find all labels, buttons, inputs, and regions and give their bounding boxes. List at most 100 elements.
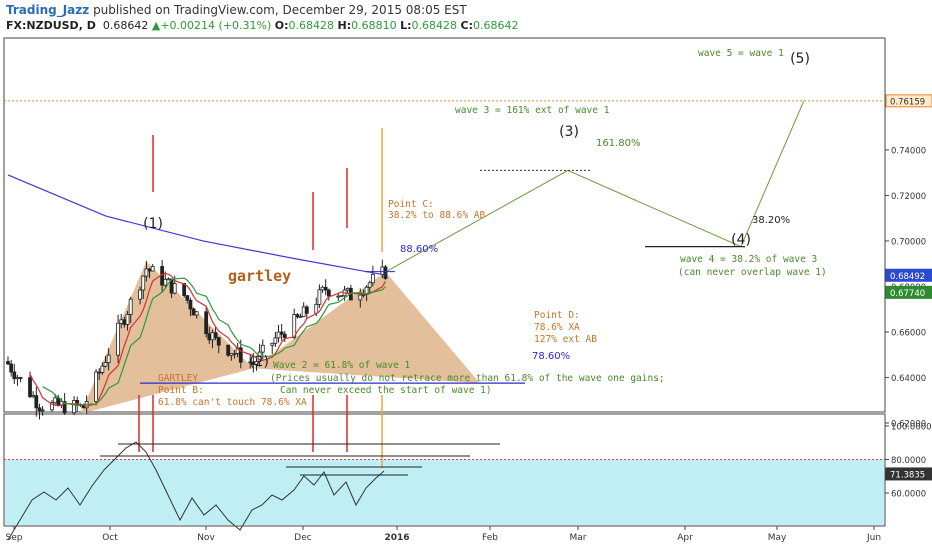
candle-body bbox=[72, 400, 76, 414]
rsi-band bbox=[5, 459, 884, 525]
candle-body bbox=[282, 333, 287, 339]
annotation-wave4_2: (can never overlap wave 1) bbox=[678, 267, 827, 278]
low-value: 0.68428 bbox=[411, 19, 458, 32]
time-tick-label: 2016 bbox=[384, 533, 409, 543]
candle-body bbox=[31, 395, 36, 398]
up-arrow-icon: ▲ bbox=[151, 19, 161, 32]
candle-body bbox=[207, 333, 212, 341]
candle-body bbox=[97, 371, 102, 374]
close-value: 0.68642 bbox=[473, 19, 519, 32]
candle-body bbox=[53, 397, 58, 404]
candle-body bbox=[62, 401, 67, 414]
candle-body bbox=[304, 306, 309, 314]
candle-body bbox=[361, 294, 366, 296]
time-tick-label: Dec bbox=[294, 533, 311, 543]
candle-body bbox=[210, 332, 215, 341]
price-tick-label: 0.72000 bbox=[891, 192, 926, 202]
wave-label: (3) bbox=[559, 124, 579, 140]
candle-body bbox=[314, 303, 319, 314]
candle-body bbox=[204, 311, 209, 335]
price-tick-label: 0.62000 bbox=[891, 419, 926, 429]
candle-body bbox=[185, 295, 190, 301]
annotation-wave2_1: Wave 2 = 61.8% of wave 1 bbox=[273, 360, 411, 371]
candle-body bbox=[34, 395, 39, 409]
rsi-tag bbox=[885, 467, 932, 481]
price-tick-label: 0.70000 bbox=[891, 237, 926, 247]
fib-886-label: 88.60% bbox=[400, 244, 438, 255]
price-tick-label: 0.66000 bbox=[891, 328, 926, 338]
candle-body bbox=[254, 361, 259, 365]
gartley-bcd-triangle bbox=[253, 271, 480, 384]
candle-body bbox=[216, 337, 221, 346]
candle-body bbox=[279, 331, 284, 335]
time-tick-label: Jun bbox=[866, 533, 881, 543]
candle-body bbox=[260, 344, 265, 353]
time-tick-label: Feb bbox=[482, 533, 498, 543]
candle-body bbox=[100, 365, 105, 373]
author-link[interactable]: Trading_Jazz bbox=[6, 3, 90, 17]
price-tag-orange bbox=[885, 94, 932, 108]
pattern-label: gartley bbox=[228, 267, 291, 285]
annotation-gartley_3: 61.8% can't touch 78.6% XA bbox=[158, 397, 307, 408]
candle-body bbox=[383, 266, 388, 279]
symbol-line: FX:NZDUSD, D 0.68642 ▲+0.00214 (+0.31%) … bbox=[6, 19, 519, 32]
high-value: 0.68810 bbox=[351, 19, 397, 32]
candle-body bbox=[37, 407, 42, 412]
rsi-tick-label: 100.0000 bbox=[891, 423, 932, 433]
candle-body bbox=[292, 314, 297, 339]
annotation-gartley_1: GARTLEY bbox=[158, 373, 198, 384]
annotation-wave5: wave 5 = wave 1 bbox=[698, 48, 784, 59]
candle-body bbox=[147, 268, 152, 272]
candle-body bbox=[15, 377, 20, 380]
candle-body bbox=[370, 273, 375, 284]
time-tick-label: Mar bbox=[570, 533, 587, 543]
ma-long-blue bbox=[7, 174, 386, 276]
price-tag-blue bbox=[885, 268, 932, 282]
annotation-wave4_1: wave 4 = 38.2% of wave 3 bbox=[680, 254, 817, 265]
candle-body bbox=[339, 295, 344, 298]
candle-body bbox=[128, 298, 133, 315]
candle-body bbox=[295, 314, 300, 318]
candle-body bbox=[106, 354, 111, 364]
candle-body bbox=[138, 289, 143, 300]
symbol-label[interactable]: FX:NZDUSD, D bbox=[6, 19, 96, 32]
candle-body bbox=[298, 316, 303, 318]
candle-body bbox=[150, 266, 155, 272]
price-tag-green bbox=[885, 285, 932, 299]
candle-body bbox=[188, 299, 193, 310]
fib-382-label: 38.20% bbox=[752, 215, 790, 226]
ma-fast-red bbox=[29, 272, 387, 407]
candle-body bbox=[18, 377, 23, 379]
candle-body bbox=[367, 282, 372, 288]
price-tag-label: 0.67740 bbox=[890, 289, 925, 299]
wave-label: (5) bbox=[790, 51, 810, 67]
time-tick-label: Oct bbox=[102, 533, 118, 543]
annotation-gartley_2: Point B: bbox=[158, 385, 204, 396]
annotation-pointC_2: 38.2% to 88.6% AB bbox=[388, 210, 486, 221]
chart-header: Trading_Jazz published on TradingView.co… bbox=[0, 0, 932, 34]
price-tick-label: 0.64000 bbox=[891, 374, 926, 384]
annotation-pointD_3: 127% ext AB bbox=[534, 334, 597, 345]
candle-body bbox=[273, 337, 278, 344]
candle-body bbox=[9, 363, 14, 373]
time-tick-label: Nov bbox=[197, 533, 215, 543]
low-label: L: bbox=[400, 19, 412, 32]
annotation-pointD_2: 78.6% XA bbox=[534, 322, 580, 333]
candle-body bbox=[103, 362, 108, 367]
fib-786-label: 78.60% bbox=[532, 351, 570, 362]
annotation-wave2_2: (Prices usually do not retrace more than… bbox=[270, 373, 665, 384]
high-label: H: bbox=[337, 19, 352, 32]
ma-slow-green bbox=[42, 277, 386, 407]
rsi-tick-label: 80.0000 bbox=[891, 456, 926, 466]
annotation-wave2_3: Can never exceed the start of wave 1) bbox=[280, 385, 492, 396]
candle-body bbox=[172, 283, 177, 294]
candle-body bbox=[358, 294, 363, 301]
candle-body bbox=[229, 353, 234, 356]
candle-body bbox=[320, 286, 325, 291]
candle-body bbox=[94, 371, 98, 402]
candle-body bbox=[323, 286, 328, 291]
time-tick-label: Sep bbox=[6, 533, 23, 543]
wave-label: (1) bbox=[143, 216, 163, 232]
time-tick-label: May bbox=[768, 533, 787, 543]
